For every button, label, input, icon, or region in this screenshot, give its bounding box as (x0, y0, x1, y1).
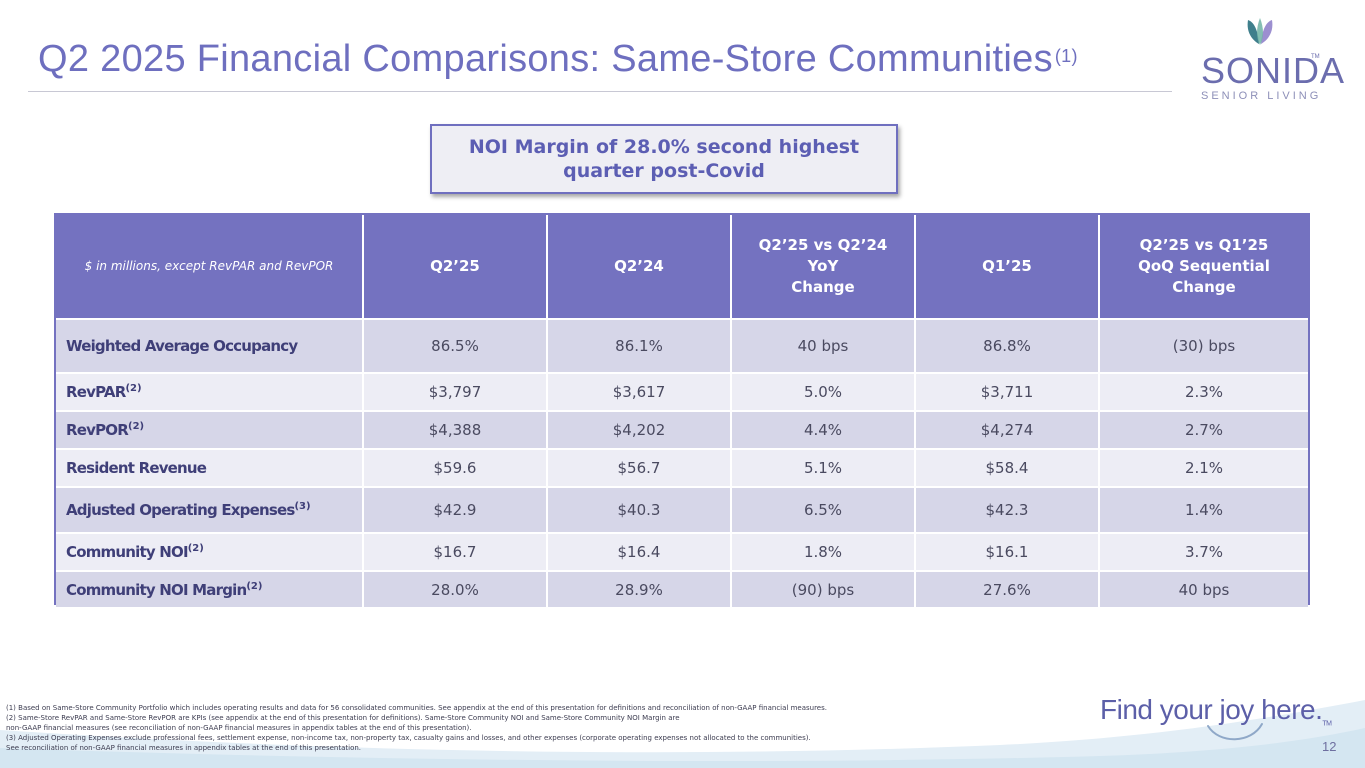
row-footnote-marker: (2) (125, 383, 142, 394)
table-cell: 1.4% (1099, 486, 1308, 533)
table-cell: 86.5% (363, 318, 548, 373)
tagline: Find your joy here.TM (1100, 694, 1332, 728)
row-label: Community NOI(2) (56, 532, 364, 571)
column-header-label: Q2’24 (614, 257, 664, 275)
financial-table-grid: $ in millions, except RevPAR and RevPOR … (56, 215, 1308, 607)
table-cell: $42.9 (363, 486, 548, 533)
logo-subtitle: SENIOR LIVING (1201, 90, 1322, 102)
footnote-line: (3) Adjusted Operating Expenses exclude … (6, 734, 811, 742)
table-cell: $4,202 (547, 410, 732, 449)
footnote-line: (2) Same-Store RevPAR and Same-Store Rev… (6, 714, 680, 722)
table-cell: $3,711 (915, 372, 1100, 411)
column-header: Q1’25 (915, 215, 1100, 319)
table-cell: (30) bps (1099, 318, 1308, 373)
row-label-text: RevPAR (66, 383, 126, 401)
smile-icon (1207, 723, 1263, 741)
row-label: Resident Revenue (56, 448, 364, 487)
table-cell: $56.7 (547, 448, 732, 487)
page-number: 12 (1322, 739, 1337, 754)
table-cell: $16.7 (363, 532, 548, 571)
table-cell: 5.0% (731, 372, 916, 411)
table-cell: 2.1% (1099, 448, 1308, 487)
row-label-text: Community NOI (66, 543, 189, 561)
butterfly-icon (1247, 18, 1273, 45)
callout-box: NOI Margin of 28.0% second highest quart… (430, 124, 898, 194)
table-cell: $3,617 (547, 372, 732, 411)
table-cell: 40 bps (731, 318, 916, 373)
table-cell: 27.6% (915, 570, 1100, 607)
table-cell: $4,388 (363, 410, 548, 449)
row-footnote-marker: (2) (128, 421, 145, 432)
table-cell: 1.8% (731, 532, 916, 571)
row-label-text: Weighted Average Occupancy (66, 337, 298, 355)
column-header-label: Q2’25 (430, 257, 480, 275)
table-row: Adjusted Operating Expenses(3) $42.9 $40… (56, 486, 1308, 533)
row-label-text: Resident Revenue (66, 459, 207, 477)
column-header: Q2’25 vs Q1’25 QoQ Sequential Change (1099, 215, 1308, 319)
table-cell: 86.8% (915, 318, 1100, 373)
table-row: RevPOR(2) $4,388 $4,202 4.4% $4,274 2.7% (56, 410, 1308, 449)
row-label-text: Adjusted Operating Expenses (66, 501, 295, 519)
company-logo: SONIDA TM SENIOR LIVING (1195, 14, 1344, 104)
table-header-row: $ in millions, except RevPAR and RevPOR … (56, 215, 1308, 319)
table-row: Community NOI Margin(2) 28.0% 28.9% (90)… (56, 570, 1308, 607)
table-cell: 4.4% (731, 410, 916, 449)
column-header-label: Q2’25 vs Q2’24 YoY Change (758, 236, 888, 296)
table-cell: $58.4 (915, 448, 1100, 487)
page-title-text: Q2 2025 Financial Comparisons: Same-Stor… (38, 38, 1053, 80)
table-row: RevPAR(2) $3,797 $3,617 5.0% $3,711 2.3% (56, 372, 1308, 411)
row-label: RevPAR(2) (56, 372, 364, 411)
column-header: Q2’24 (547, 215, 732, 319)
table-row: Community NOI(2) $16.7 $16.4 1.8% $16.1 … (56, 532, 1308, 571)
table-cell: $40.3 (547, 486, 732, 533)
column-header: Q2’25 (363, 215, 548, 319)
financial-table: $ in millions, except RevPAR and RevPOR … (54, 213, 1310, 607)
table-row: Weighted Average Occupancy 86.5% 86.1% 4… (56, 318, 1308, 373)
table-cell: 3.7% (1099, 532, 1308, 571)
table-cell: 2.3% (1099, 372, 1308, 411)
footnote-line: (1) Based on Same-Store Community Portfo… (6, 704, 827, 712)
footnote-line: See reconciliation of non-GAAP financial… (6, 744, 362, 752)
row-label: RevPOR(2) (56, 410, 364, 449)
column-header-label: Q1’25 (982, 257, 1032, 275)
table-cell: (90) bps (731, 570, 916, 607)
table-cell: 86.1% (547, 318, 732, 373)
row-label: Community NOI Margin(2) (56, 570, 364, 607)
row-label: Weighted Average Occupancy (56, 318, 364, 373)
row-footnote-marker: (2) (187, 543, 204, 554)
logo-wordmark: SONIDA (1201, 50, 1346, 91)
title-divider (28, 91, 1172, 92)
tagline-trademark: TM (1322, 720, 1332, 728)
table-cell: $16.4 (547, 532, 732, 571)
table-cell: 28.0% (363, 570, 548, 607)
row-footnote-marker: (3) (294, 501, 311, 512)
footnotes: (1) Based on Same-Store Community Portfo… (6, 703, 1006, 753)
row-label-text: Community NOI Margin (66, 580, 247, 599)
row-footnote-marker: (2) (246, 580, 263, 592)
units-note: $ in millions, except RevPAR and RevPOR (56, 215, 364, 319)
table-cell: $59.6 (363, 448, 548, 487)
logo-trademark: TM (1311, 54, 1320, 60)
footnote-line: non-GAAP financial measures (see reconci… (6, 724, 472, 732)
table-cell: $16.1 (915, 532, 1100, 571)
table-cell: 5.1% (731, 448, 916, 487)
table-cell: $42.3 (915, 486, 1100, 533)
page-title: Q2 2025 Financial Comparisons: Same-Stor… (38, 38, 1078, 81)
row-label-text: RevPOR (66, 421, 129, 439)
tagline-text: Find your joy here. (1100, 694, 1323, 725)
title-footnote-marker: (1) (1054, 46, 1078, 66)
footer-wave-decoration (0, 700, 1365, 768)
table-row: Resident Revenue $59.6 $56.7 5.1% $58.4 … (56, 448, 1308, 487)
table-cell: 40 bps (1099, 570, 1308, 607)
table-cell: 28.9% (547, 570, 732, 607)
table-cell: 6.5% (731, 486, 916, 533)
table-cell: $4,274 (915, 410, 1100, 449)
table-cell: $3,797 (363, 372, 548, 411)
column-header-label: Q2’25 vs Q1’25 QoQ Sequential Change (1138, 236, 1270, 296)
callout-text: NOI Margin of 28.0% second highest quart… (468, 136, 860, 182)
column-header: Q2’25 vs Q2’24 YoY Change (731, 215, 916, 319)
table-cell: 2.7% (1099, 410, 1308, 449)
row-label: Adjusted Operating Expenses(3) (56, 486, 364, 533)
